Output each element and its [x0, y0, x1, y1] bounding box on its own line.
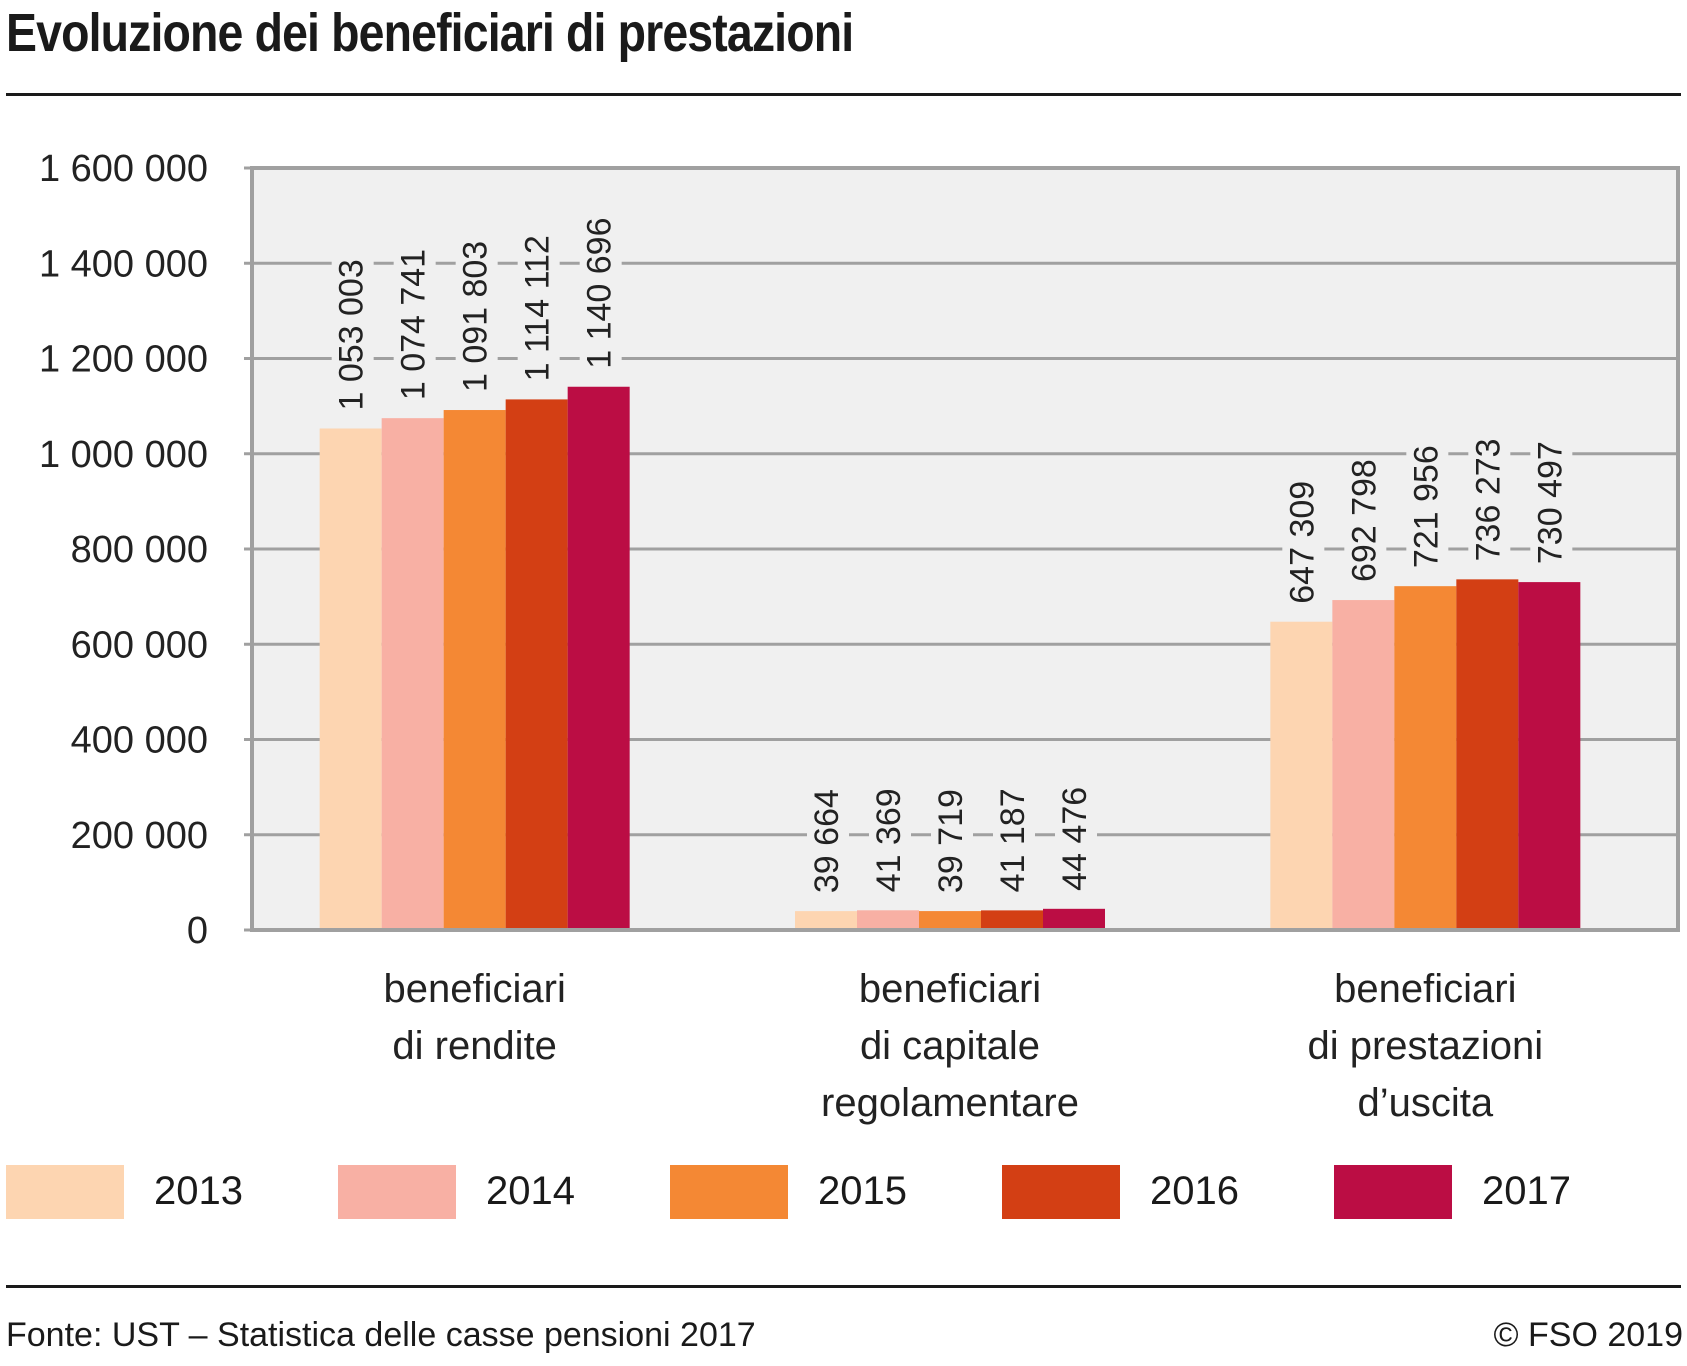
legend-swatch [6, 1165, 124, 1219]
data-label: 1 074 741 [395, 249, 433, 400]
y-tick-label: 800 000 [71, 529, 208, 571]
legend-label: 2016 [1150, 1169, 1239, 1213]
bar-2014-cat1 [381, 418, 444, 930]
legend-swatch [670, 1165, 788, 1219]
data-label: 1 091 803 [457, 241, 495, 392]
bar-2015-cat1 [443, 410, 506, 930]
y-tick-label: 1 400 000 [39, 243, 208, 285]
footer-divider [6, 1285, 1681, 1288]
legend-swatch [1002, 1165, 1120, 1219]
legend-label: 2015 [818, 1169, 907, 1213]
legend-swatch [338, 1165, 456, 1219]
data-label: 730 497 [1531, 441, 1569, 564]
x-category-label: beneficiari [1334, 967, 1516, 1011]
x-category-label: beneficiari [859, 967, 1041, 1011]
legend: 2013 2014 2015 2016 2017 [0, 1165, 1687, 1225]
bar-2015-cat3 [1394, 586, 1457, 930]
legend-swatch [1334, 1165, 1452, 1219]
bar-2013-cat1 [319, 428, 382, 930]
plot-frame [250, 166, 1680, 932]
bar-2013-cat2 [795, 911, 857, 930]
bar-2014-cat3 [1332, 600, 1395, 930]
bar-2016-cat2 [981, 910, 1043, 930]
x-category-label: di capitale [860, 1024, 1040, 1068]
data-label: 1 053 003 [333, 259, 371, 410]
x-category-label: di prestazioni [1307, 1024, 1543, 1068]
bar-2016-cat1 [505, 399, 568, 930]
x-category-label: regolamentare [821, 1081, 1079, 1125]
chart-title: Evoluzione dei beneficiari di prestazion… [6, 3, 854, 63]
data-label: 44 476 [1056, 787, 1094, 891]
legend-label: 2017 [1482, 1169, 1571, 1213]
data-label: 1 114 112 [519, 235, 557, 381]
data-label: 1 140 696 [581, 217, 619, 368]
data-label: 692 798 [1345, 459, 1383, 582]
data-label: 41 369 [870, 788, 908, 892]
y-tick-label: 1 200 000 [39, 339, 208, 381]
bar-2016-cat3 [1456, 579, 1519, 930]
y-tick-label: 1 000 000 [39, 434, 208, 476]
bar-2017-cat2 [1043, 908, 1105, 930]
copyright-note: © FSO 2019 [1493, 1316, 1683, 1354]
y-tick-label: 0 [187, 910, 208, 952]
data-label: 736 273 [1469, 438, 1507, 561]
y-tick-label: 1 600 000 [39, 148, 208, 190]
source-note: Fonte: UST – Statistica delle casse pens… [6, 1316, 756, 1354]
y-tick-label: 400 000 [71, 720, 208, 762]
x-category-label: d’uscita [1358, 1081, 1494, 1125]
data-label: 39 664 [808, 789, 846, 893]
bar-chart: 1 053 003 39 664 647 309 1 074 741 41 369 692… [39, 148, 1680, 1125]
bar-2013-cat3 [1270, 621, 1333, 930]
x-category-label: beneficiari [384, 967, 566, 1011]
legend-label: 2013 [154, 1169, 243, 1213]
title-divider [6, 93, 1681, 96]
bar-2017-cat3 [1518, 582, 1581, 930]
data-label: 647 309 [1283, 481, 1321, 604]
data-label: 41 187 [994, 788, 1032, 892]
y-tick-label: 600 000 [71, 624, 208, 666]
data-label: 39 719 [932, 789, 970, 893]
legend-label: 2014 [486, 1169, 575, 1213]
y-tick-label: 200 000 [71, 815, 208, 857]
data-label: 721 956 [1407, 445, 1445, 568]
bar-2017-cat1 [567, 386, 630, 930]
bar-2014-cat2 [857, 910, 919, 930]
bar-2015-cat2 [919, 911, 981, 930]
x-category-label: di rendite [392, 1024, 557, 1068]
